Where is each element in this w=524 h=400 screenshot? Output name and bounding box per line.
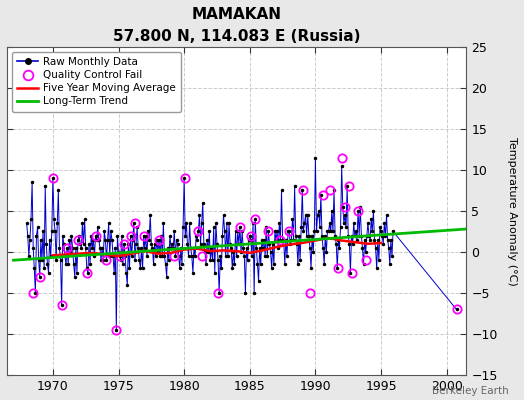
Y-axis label: Temperature Anomaly (°C): Temperature Anomaly (°C) (507, 136, 517, 285)
Text: Berkeley Earth: Berkeley Earth (432, 386, 508, 396)
Legend: Raw Monthly Data, Quality Control Fail, Five Year Moving Average, Long-Term Tren: Raw Monthly Data, Quality Control Fail, … (12, 52, 181, 112)
Title: MAMAKAN
57.800 N, 114.083 E (Russia): MAMAKAN 57.800 N, 114.083 E (Russia) (113, 7, 361, 44)
